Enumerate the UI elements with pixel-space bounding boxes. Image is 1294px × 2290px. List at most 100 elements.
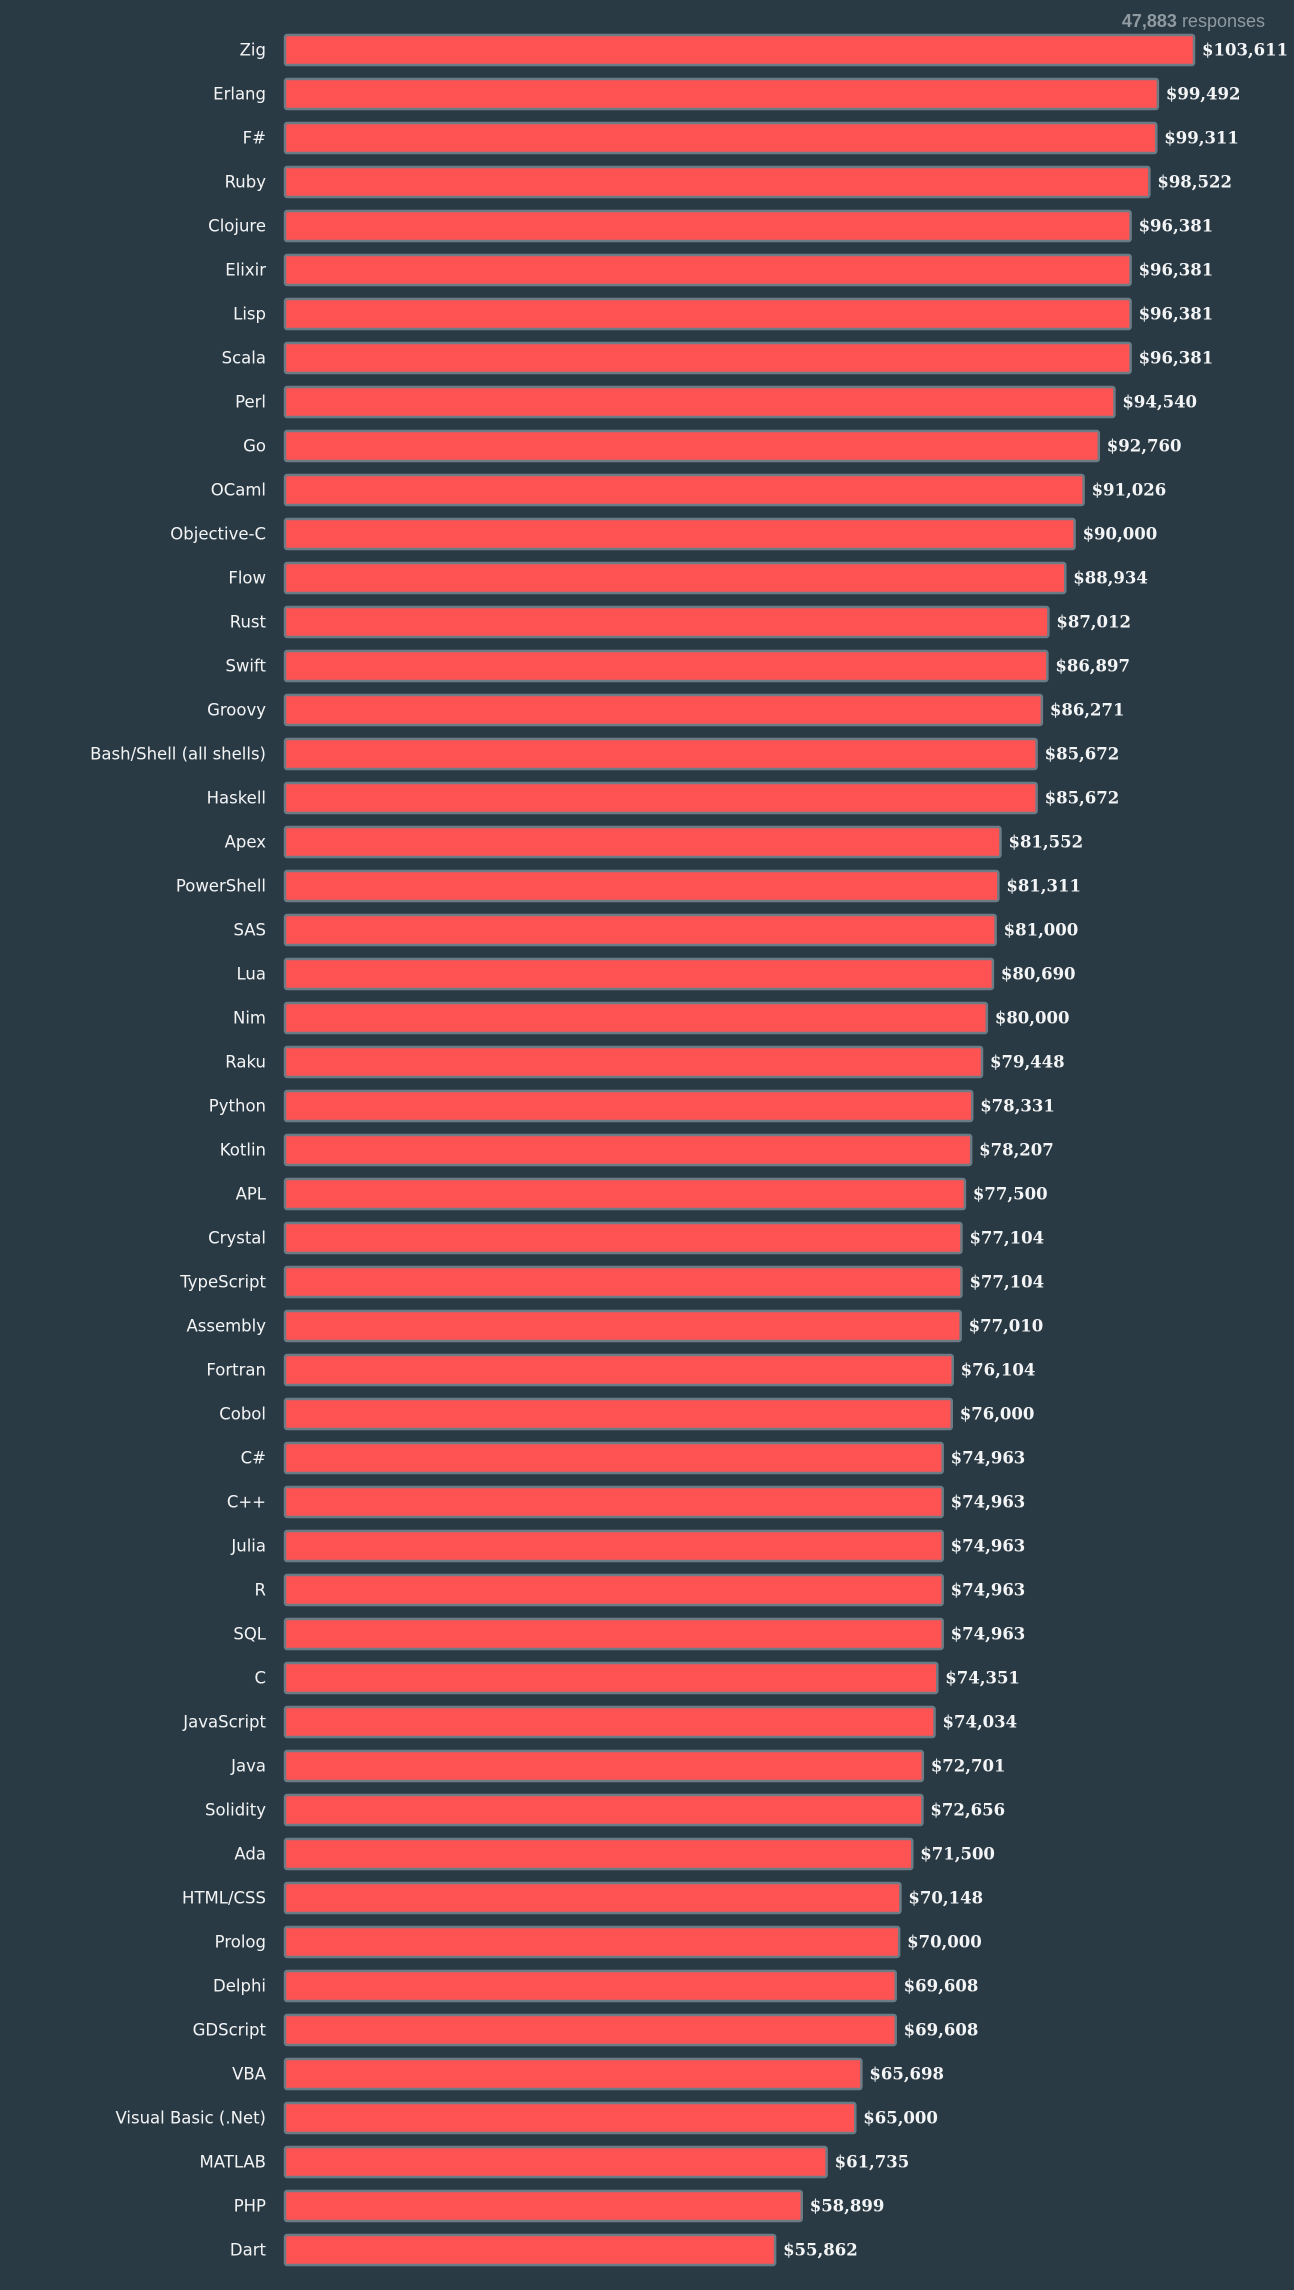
category-label: Visual Basic (.Net) — [115, 2109, 266, 2128]
category-label: Python — [209, 1097, 266, 1116]
category-label: SAS — [233, 921, 266, 940]
value-label: $81,552 — [1008, 833, 1083, 852]
value-label: $55,862 — [783, 2241, 858, 2260]
category-label: JavaScript — [182, 1713, 266, 1732]
bar — [283, 1969, 897, 2003]
category-label: Perl — [235, 393, 266, 412]
bar — [283, 253, 1132, 287]
bar — [283, 1089, 974, 1123]
category-label: F# — [243, 129, 266, 148]
category-label: C# — [241, 1449, 266, 1468]
category-label: Prolog — [215, 1933, 266, 1952]
value-label: $74,963 — [951, 1537, 1026, 1556]
category-label: Swift — [225, 657, 266, 676]
category-label: MATLAB — [200, 2153, 267, 2172]
bar — [283, 1221, 963, 1255]
category-label: Objective-C — [170, 525, 266, 544]
category-label: Scala — [222, 349, 266, 368]
bar — [283, 165, 1151, 199]
category-label: Assembly — [186, 1317, 266, 1336]
bar — [283, 869, 1000, 903]
category-label: Raku — [225, 1053, 266, 1072]
value-label: $77,104 — [969, 1229, 1044, 1248]
responses-count: 47,883 — [1121, 11, 1177, 31]
category-label: VBA — [232, 2065, 267, 2084]
category-label: HTML/CSS — [182, 1889, 266, 1908]
category-label: TypeScript — [179, 1273, 266, 1292]
value-label: $77,500 — [973, 1185, 1048, 1204]
category-label: PHP — [234, 2197, 266, 2216]
bar — [283, 1573, 944, 1607]
category-label: PowerShell — [176, 877, 266, 896]
value-label: $96,381 — [1139, 349, 1214, 368]
value-label: $80,690 — [1001, 965, 1076, 984]
category-label: Groovy — [207, 701, 266, 720]
value-label: $69,608 — [904, 2021, 979, 2040]
bar — [283, 1133, 973, 1167]
category-label: Zig — [240, 41, 266, 60]
bar — [283, 1705, 936, 1739]
bar — [283, 1177, 967, 1211]
bar — [283, 1661, 939, 1695]
value-label: $86,897 — [1055, 657, 1130, 676]
value-label: $94,540 — [1122, 393, 1197, 412]
category-label: GDScript — [193, 2021, 267, 2040]
bar — [283, 781, 1038, 815]
bar — [283, 297, 1132, 331]
category-label: C++ — [227, 1493, 266, 1512]
value-label: $86,271 — [1050, 701, 1125, 720]
responses-label: responses — [1181, 11, 1265, 31]
category-label: Crystal — [208, 1229, 266, 1248]
category-label: Elixir — [225, 261, 266, 280]
value-label: $72,656 — [930, 1801, 1005, 1820]
category-label: Bash/Shell (all shells) — [90, 745, 266, 764]
value-label: $85,672 — [1045, 789, 1120, 808]
value-label: $79,448 — [990, 1053, 1065, 1072]
category-label: C — [254, 1669, 266, 1688]
bar — [283, 649, 1049, 683]
bar — [283, 737, 1038, 771]
bar — [283, 2189, 803, 2223]
bar — [283, 341, 1132, 375]
value-label: $92,760 — [1107, 437, 1182, 456]
bar — [283, 1485, 944, 1519]
category-label: Clojure — [208, 217, 266, 236]
bar — [283, 77, 1160, 111]
value-label: $81,000 — [1004, 921, 1079, 940]
bar — [283, 1309, 962, 1343]
bar — [283, 429, 1101, 463]
category-label: Fortran — [206, 1361, 266, 1380]
category-label: Kotlin — [220, 1141, 266, 1160]
bar — [283, 957, 995, 991]
category-label: Go — [243, 437, 266, 456]
bar — [283, 33, 1196, 67]
category-label: Flow — [228, 569, 266, 588]
bar — [283, 825, 1002, 859]
category-label: Ada — [234, 1845, 266, 1864]
value-label: $76,000 — [960, 1405, 1035, 1424]
value-label: $103,611 — [1202, 41, 1288, 60]
category-label: Lua — [237, 965, 266, 984]
category-label: Julia — [230, 1537, 266, 1556]
category-label: Erlang — [213, 85, 266, 104]
value-label: $69,608 — [904, 1977, 979, 1996]
value-label: $96,381 — [1139, 217, 1214, 236]
value-label: $90,000 — [1083, 525, 1158, 544]
category-label: Dart — [230, 2241, 267, 2260]
bar — [283, 561, 1067, 595]
value-label: $58,899 — [810, 2197, 885, 2216]
bar — [283, 517, 1076, 551]
responses-summary: 47,883 responses — [1122, 11, 1265, 32]
bar — [283, 1881, 902, 1915]
bar — [283, 1045, 984, 1079]
bar — [283, 385, 1116, 419]
bar — [283, 2101, 857, 2135]
value-label: $61,735 — [835, 2153, 910, 2172]
value-label: $99,311 — [1164, 129, 1239, 148]
value-label: $80,000 — [995, 1009, 1070, 1028]
value-label: $96,381 — [1139, 305, 1214, 324]
value-label: $74,963 — [951, 1449, 1026, 1468]
value-label: $74,963 — [951, 1625, 1026, 1644]
value-label: $65,000 — [863, 2109, 938, 2128]
